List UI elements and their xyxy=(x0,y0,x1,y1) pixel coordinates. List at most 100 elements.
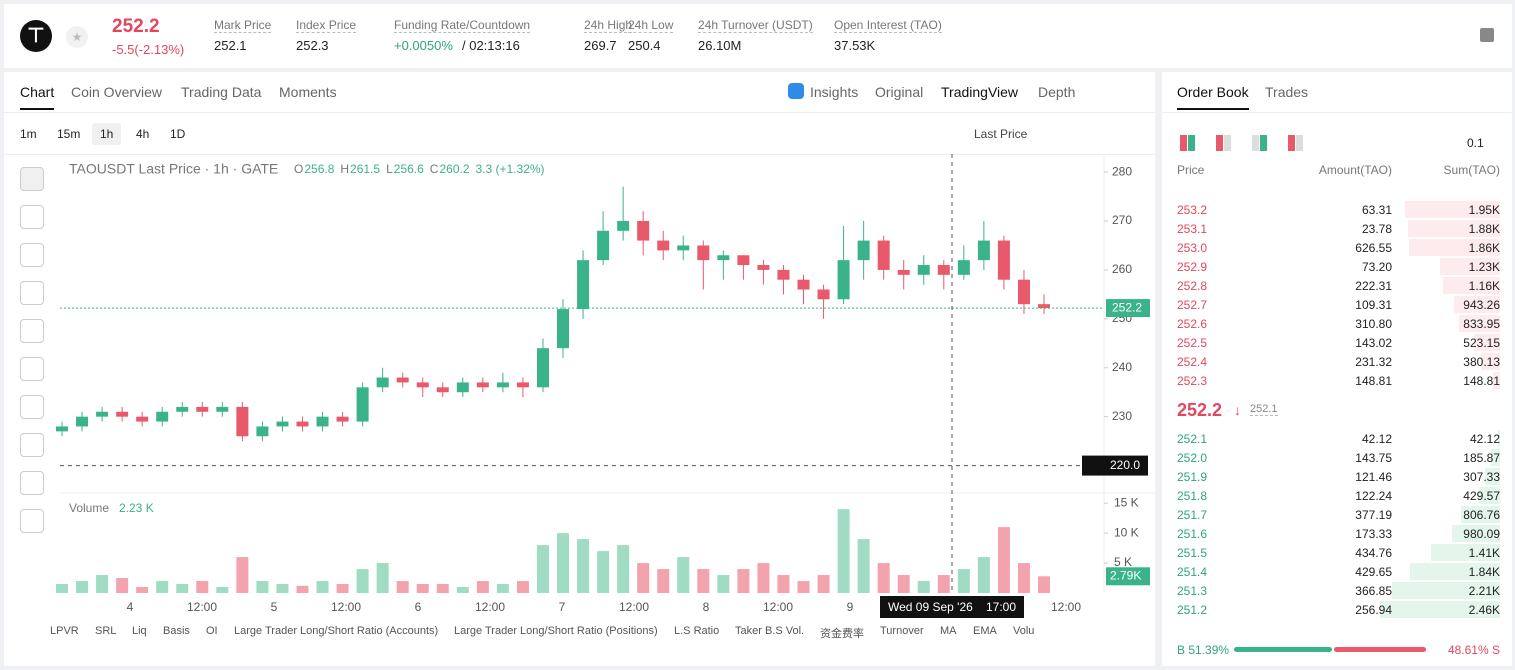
amount: 626.55 xyxy=(1355,241,1392,255)
volume-current: 2.23 K xyxy=(119,501,154,515)
depth-bar xyxy=(1481,353,1500,370)
indicator[interactable]: Turnover xyxy=(880,625,924,637)
indicator[interactable]: LPVR xyxy=(50,625,79,637)
layout-icon[interactable] xyxy=(1296,135,1303,151)
volume-bar xyxy=(657,569,670,593)
tab[interactable]: Moments xyxy=(279,84,337,100)
tool-icon[interactable] xyxy=(20,395,44,419)
sum: 380.13 xyxy=(1463,355,1500,369)
ob-tab[interactable]: Order Book xyxy=(1177,84,1249,110)
coin-logo: ⊤ xyxy=(20,20,52,52)
tool-icon[interactable] xyxy=(20,167,44,191)
indicator[interactable]: Large Trader Long/Short Ratio (Positions… xyxy=(454,625,658,637)
layout-icon[interactable] xyxy=(1252,135,1259,151)
tab[interactable]: Chart xyxy=(20,84,55,110)
sum: 806.76 xyxy=(1463,508,1500,522)
volume-bar xyxy=(897,575,910,593)
candle-body xyxy=(176,406,189,412)
price: 252.3 xyxy=(1177,374,1208,388)
ob-tab[interactable]: Trades xyxy=(1265,84,1309,100)
volume-bar xyxy=(837,509,850,593)
indicator[interactable]: Volu xyxy=(1013,625,1035,637)
price: 251.6 xyxy=(1177,527,1208,541)
layout-icon[interactable] xyxy=(1224,135,1231,151)
view-tab[interactable]: Original xyxy=(875,84,924,100)
interval[interactable]: 15m xyxy=(57,127,81,141)
view-tab[interactable]: TradingView xyxy=(941,84,1019,100)
x-tick-label: 6 xyxy=(415,600,422,614)
layout-icon[interactable] xyxy=(1188,135,1195,151)
stat-value: 269.7 xyxy=(584,38,617,53)
depth-bar xyxy=(1440,258,1500,275)
indicator[interactable]: L.S Ratio xyxy=(674,625,720,637)
sum: 833.95 xyxy=(1463,317,1500,331)
interval[interactable]: 1h xyxy=(92,123,122,145)
candle-body xyxy=(617,221,630,231)
volume-bar xyxy=(496,584,509,593)
depth-bar xyxy=(1485,468,1500,485)
tool-icon[interactable] xyxy=(20,357,44,381)
volume-bar xyxy=(296,585,309,593)
indicator[interactable]: MA xyxy=(940,625,957,637)
candle-body xyxy=(857,240,870,261)
tool-icon[interactable] xyxy=(20,319,44,343)
stat-value: 37.53K xyxy=(834,38,876,53)
layout-icon[interactable] xyxy=(1260,135,1267,151)
tab[interactable]: Coin Overview xyxy=(71,84,163,100)
interval[interactable]: 1m xyxy=(20,127,37,141)
x-tick-label: 8 xyxy=(703,600,710,614)
tool-icon[interactable] xyxy=(20,205,44,229)
y-tick-label: 10 K xyxy=(1114,525,1139,539)
amount: 377.19 xyxy=(1355,508,1392,522)
layout-icon[interactable] xyxy=(1216,135,1223,151)
tool-icon[interactable] xyxy=(20,433,44,457)
candle-body xyxy=(817,289,830,300)
volume-bar xyxy=(436,584,449,593)
sum: 1.84K xyxy=(1468,565,1500,579)
indicator[interactable]: Large Trader Long/Short Ratio (Accounts) xyxy=(234,625,439,637)
amount: 63.31 xyxy=(1361,203,1392,217)
indicator[interactable]: SRL xyxy=(95,625,117,637)
interval[interactable]: 1D xyxy=(170,127,186,141)
indicator[interactable]: OI xyxy=(206,625,218,637)
amount: 173.33 xyxy=(1355,527,1392,541)
candle-body xyxy=(456,382,469,393)
favorite[interactable]: ★ xyxy=(66,26,88,48)
volume-bar xyxy=(356,569,369,593)
price: 253.1 xyxy=(1177,222,1208,236)
candle-body xyxy=(396,377,409,383)
tool-icon[interactable] xyxy=(20,243,44,267)
tool-icon[interactable] xyxy=(20,509,44,533)
view-tab[interactable]: Depth xyxy=(1038,84,1076,100)
view-tab[interactable]: Insights xyxy=(810,84,859,100)
interval[interactable]: 4h xyxy=(136,127,150,141)
price: 252.9 xyxy=(1177,260,1208,274)
tab[interactable]: Trading Data xyxy=(181,84,262,100)
stat-value: 26.10M xyxy=(698,38,742,53)
candle-body xyxy=(116,411,129,417)
volume-bar xyxy=(997,527,1010,593)
price-type[interactable]: Last Price xyxy=(974,127,1028,141)
last-price: 252.2 xyxy=(112,16,160,37)
volume-last-tag xyxy=(1106,567,1150,586)
indicator[interactable]: Taker B.S Vol. xyxy=(735,625,805,637)
volume-bar xyxy=(917,581,930,593)
candle-body xyxy=(356,387,369,422)
sum: 1.95K xyxy=(1468,203,1500,217)
indicator[interactable]: Liq xyxy=(132,625,147,637)
indicator[interactable]: Basis xyxy=(163,625,190,637)
precision[interactable]: 0.1 xyxy=(1467,136,1484,150)
layout-icon[interactable] xyxy=(1180,135,1187,151)
volume-bar xyxy=(516,581,529,593)
tool-icon[interactable] xyxy=(20,471,44,495)
volume-bar xyxy=(957,569,970,593)
indicator[interactable]: 资金费率 xyxy=(820,628,864,640)
depth-bar xyxy=(1431,544,1500,561)
doc-icon[interactable] xyxy=(1480,28,1494,42)
stat-label: 24h High xyxy=(584,18,633,33)
depth-bar xyxy=(1479,487,1500,504)
crosshair-date: Wed 09 Sep '26 xyxy=(888,600,973,614)
indicator[interactable]: EMA xyxy=(973,625,997,637)
tool-icon[interactable] xyxy=(20,281,44,305)
layout-icon[interactable] xyxy=(1288,135,1295,151)
